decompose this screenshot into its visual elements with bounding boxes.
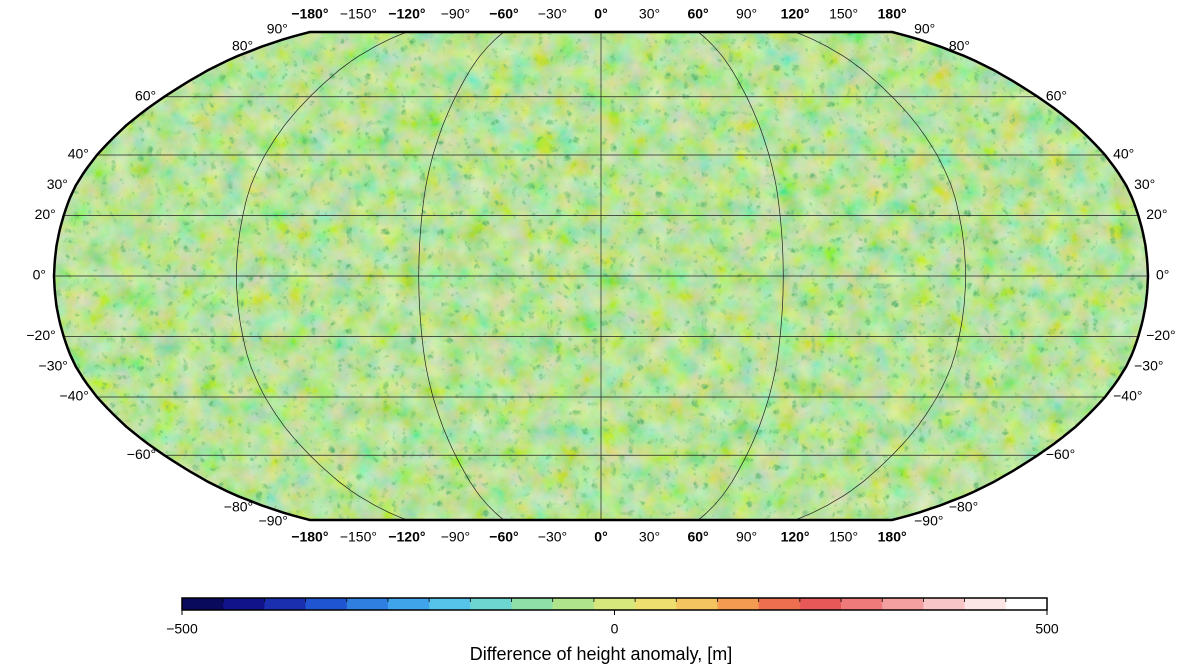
- lon-label-bottom: 120°: [781, 529, 810, 545]
- colorbar-label: Difference of height anomaly, [m]: [470, 644, 732, 664]
- colorbar-swatch: [635, 598, 677, 610]
- colorbar-swatch: [717, 598, 759, 610]
- lon-label-bottom: −120°: [388, 529, 425, 545]
- lon-label-top: −90°: [441, 6, 470, 22]
- lon-label-top: 150°: [829, 6, 858, 22]
- lat-label-left: 80°: [232, 38, 253, 54]
- colorbar-swatch: [882, 598, 924, 610]
- lat-label-right: −60°: [1046, 446, 1075, 462]
- lon-label-bottom: 30°: [639, 529, 660, 545]
- lon-label-top: −120°: [388, 6, 425, 22]
- lon-label-top: 0°: [594, 6, 607, 22]
- lon-label-top: 180°: [878, 6, 907, 22]
- lat-label-right: −20°: [1146, 327, 1175, 343]
- colorbar-tick-label: −500: [166, 621, 198, 637]
- colorbar-swatch: [800, 598, 842, 610]
- lat-label-left: −80°: [224, 499, 253, 515]
- lat-label-right: 90°: [914, 21, 935, 37]
- lat-label-left: 20°: [35, 206, 56, 222]
- lat-label-left: 40°: [68, 146, 89, 162]
- lon-label-bottom: −180°: [291, 529, 328, 545]
- colorbar-swatch: [470, 598, 512, 610]
- lat-label-right: 40°: [1113, 146, 1134, 162]
- lat-label-right: −30°: [1134, 357, 1163, 373]
- map-fill: [0, 0, 1201, 540]
- colorbar-swatch: [553, 598, 595, 610]
- lon-label-top: 30°: [639, 6, 660, 22]
- lon-label-bottom: 90°: [736, 529, 757, 545]
- colorbar-swatch: [594, 598, 636, 610]
- lon-label-top: 120°: [781, 6, 810, 22]
- lat-label-left: 0°: [33, 267, 46, 283]
- colorbar-swatch: [923, 598, 965, 610]
- lat-label-left: −40°: [60, 388, 89, 404]
- colorbar: −500 0 500: [166, 598, 1059, 637]
- colorbar-tick-label: 500: [1035, 621, 1059, 637]
- lat-label-right: 30°: [1134, 176, 1155, 192]
- colorbar-swatch: [223, 598, 265, 610]
- colorbar-swatch: [306, 598, 348, 610]
- colorbar-swatch: [512, 598, 554, 610]
- lon-label-bottom: −150°: [340, 529, 377, 545]
- colorbar-swatch: [388, 598, 430, 610]
- lon-label-bottom: 150°: [829, 529, 858, 545]
- lon-label-top: −60°: [489, 6, 518, 22]
- colorbar-swatch: [841, 598, 883, 610]
- lon-label-bottom: 60°: [687, 529, 708, 545]
- lon-label-top: −30°: [538, 6, 567, 22]
- colorbar-swatch: [1006, 598, 1048, 610]
- lat-label-right: 60°: [1046, 87, 1067, 103]
- lat-label-right: 20°: [1146, 206, 1167, 222]
- lat-label-left: 90°: [267, 21, 288, 37]
- lat-label-left: −30°: [39, 357, 68, 373]
- colorbar-swatch: [429, 598, 471, 610]
- lat-label-right: 80°: [949, 38, 970, 54]
- lon-label-bottom: 180°: [878, 529, 907, 545]
- map-spots: [0, 0, 1201, 540]
- lon-label-bottom: −90°: [441, 529, 470, 545]
- colorbar-tick-label: 0: [611, 621, 619, 637]
- lat-label-left: −90°: [259, 513, 288, 529]
- lat-label-left: 30°: [47, 176, 68, 192]
- colorbar-swatch: [347, 598, 389, 610]
- colorbar-swatch: [676, 598, 718, 610]
- lat-label-right: −80°: [949, 499, 978, 515]
- figure: −180° −180° −150° −150° −120° −120° −90° −90° −6…: [0, 0, 1201, 666]
- lon-label-top: 60°: [687, 6, 708, 22]
- lon-label-bottom: −30°: [538, 529, 567, 545]
- lon-label-bottom: 0°: [594, 529, 607, 545]
- lon-label-top: −180°: [291, 6, 328, 22]
- lat-label-left: −20°: [26, 327, 55, 343]
- colorbar-swatch: [264, 598, 306, 610]
- lat-label-left: −60°: [127, 446, 156, 462]
- lat-label-right: −90°: [914, 513, 943, 529]
- lon-label-top: −150°: [340, 6, 377, 22]
- lon-label-top: 90°: [736, 6, 757, 22]
- lat-label-right: −40°: [1113, 388, 1142, 404]
- lat-label-left: 60°: [135, 87, 156, 103]
- lat-label-right: 0°: [1156, 267, 1169, 283]
- colorbar-swatch: [182, 598, 224, 610]
- colorbar-swatch: [965, 598, 1007, 610]
- lon-label-bottom: −60°: [489, 529, 518, 545]
- colorbar-swatch: [759, 598, 801, 610]
